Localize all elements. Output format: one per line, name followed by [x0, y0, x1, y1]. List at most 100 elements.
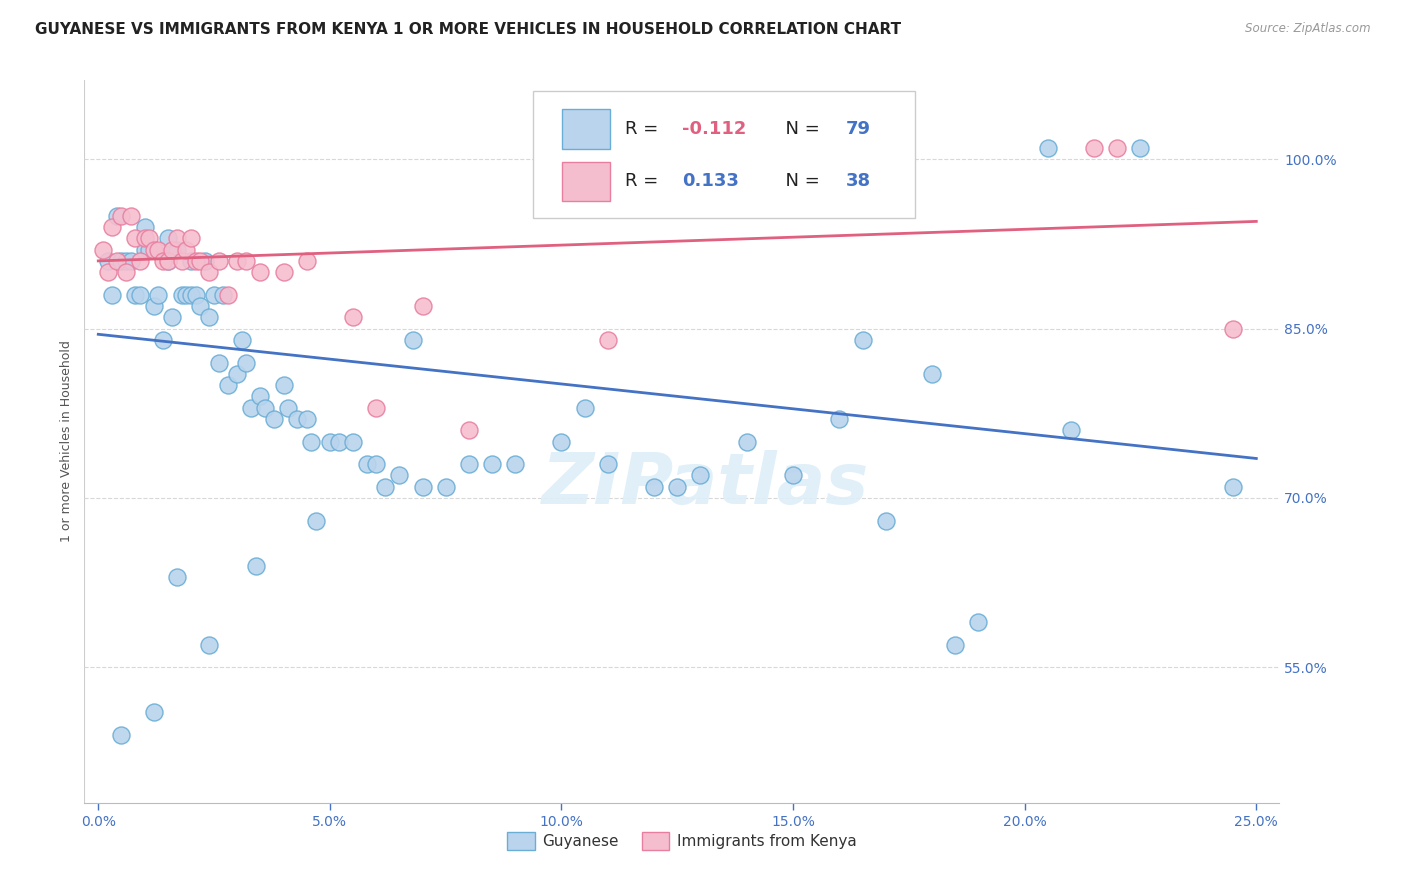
- Point: [134, 220, 156, 235]
- Point: [643, 480, 665, 494]
- Point: [305, 514, 328, 528]
- Point: [120, 209, 142, 223]
- Point: [596, 457, 619, 471]
- Text: Source: ZipAtlas.com: Source: ZipAtlas.com: [1246, 22, 1371, 36]
- Point: [328, 434, 350, 449]
- Point: [299, 434, 322, 449]
- Point: [503, 457, 526, 471]
- Point: [208, 253, 231, 268]
- Point: [166, 570, 188, 584]
- Point: [921, 367, 943, 381]
- Point: [105, 209, 128, 223]
- Point: [550, 434, 572, 449]
- Text: R =: R =: [624, 120, 664, 137]
- Point: [943, 638, 966, 652]
- Point: [277, 401, 299, 415]
- Point: [287, 412, 309, 426]
- Point: [402, 333, 425, 347]
- Point: [374, 480, 396, 494]
- Point: [198, 638, 221, 652]
- Point: [689, 468, 711, 483]
- Point: [148, 287, 170, 301]
- Point: [457, 457, 479, 471]
- Point: [166, 231, 188, 245]
- Point: [180, 287, 202, 301]
- Point: [967, 615, 990, 630]
- Point: [148, 243, 170, 257]
- Point: [129, 253, 152, 268]
- Point: [666, 480, 689, 494]
- Point: [412, 480, 434, 494]
- Text: N =: N =: [773, 120, 825, 137]
- Point: [1107, 141, 1129, 155]
- Point: [226, 367, 249, 381]
- Point: [366, 457, 388, 471]
- Legend: Guyanese, Immigrants from Kenya: Guyanese, Immigrants from Kenya: [501, 826, 863, 856]
- Point: [208, 355, 231, 369]
- Point: [184, 287, 207, 301]
- Point: [596, 333, 619, 347]
- Point: [245, 558, 267, 573]
- Point: [851, 333, 873, 347]
- Point: [457, 423, 479, 437]
- Point: [184, 253, 207, 268]
- Point: [273, 378, 295, 392]
- Point: [110, 209, 132, 223]
- Text: 0.133: 0.133: [682, 172, 738, 190]
- Point: [152, 253, 174, 268]
- Point: [105, 253, 128, 268]
- Text: N =: N =: [773, 172, 825, 190]
- Text: -0.112: -0.112: [682, 120, 747, 137]
- Point: [138, 243, 160, 257]
- Point: [188, 299, 211, 313]
- Point: [1222, 321, 1244, 335]
- Text: 38: 38: [845, 172, 870, 190]
- Point: [295, 253, 318, 268]
- Point: [162, 243, 184, 257]
- Point: [170, 253, 193, 268]
- Point: [253, 401, 276, 415]
- Text: 79: 79: [845, 120, 870, 137]
- FancyBboxPatch shape: [562, 161, 610, 202]
- Point: [212, 287, 235, 301]
- Point: [481, 457, 503, 471]
- Point: [574, 401, 596, 415]
- Point: [166, 243, 188, 257]
- Point: [174, 287, 197, 301]
- Point: [110, 728, 132, 742]
- Point: [110, 253, 132, 268]
- FancyBboxPatch shape: [533, 91, 915, 218]
- Point: [96, 253, 118, 268]
- Point: [388, 468, 411, 483]
- Point: [295, 412, 318, 426]
- Point: [156, 231, 179, 245]
- Y-axis label: 1 or more Vehicles in Household: 1 or more Vehicles in Household: [60, 341, 73, 542]
- Point: [101, 220, 124, 235]
- Point: [217, 378, 239, 392]
- Point: [1036, 141, 1059, 155]
- Point: [231, 333, 253, 347]
- Point: [115, 265, 138, 279]
- Point: [91, 243, 114, 257]
- Point: [152, 333, 174, 347]
- Point: [124, 231, 146, 245]
- Point: [188, 253, 211, 268]
- Point: [875, 514, 897, 528]
- Point: [134, 231, 156, 245]
- Point: [217, 287, 239, 301]
- Point: [142, 706, 165, 720]
- Point: [198, 310, 221, 325]
- Text: R =: R =: [624, 172, 664, 190]
- Text: ZIPatlas: ZIPatlas: [543, 450, 869, 519]
- Point: [1060, 423, 1083, 437]
- Point: [129, 287, 152, 301]
- Point: [263, 412, 285, 426]
- Point: [342, 434, 364, 449]
- Point: [134, 243, 156, 257]
- Point: [342, 310, 364, 325]
- Point: [180, 231, 202, 245]
- FancyBboxPatch shape: [562, 109, 610, 149]
- Point: [412, 299, 434, 313]
- Point: [735, 434, 758, 449]
- Point: [356, 457, 378, 471]
